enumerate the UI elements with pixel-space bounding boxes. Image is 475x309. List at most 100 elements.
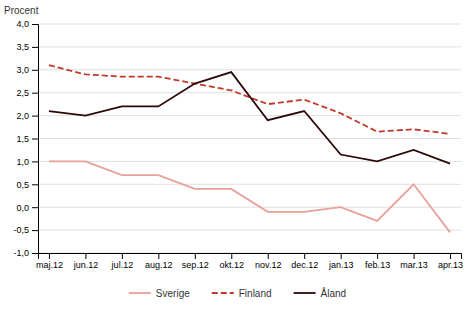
x-tick: sep.12 [182, 253, 209, 270]
chart: -1,0 -0,5 0,0 0,5 1,0 1,5 2,0 2,5 3,0 3,5 4,0 maj.1… [0, 0, 475, 309]
y-tick-label: 1,5 [16, 134, 29, 144]
x-tick: mar.13 [400, 253, 428, 270]
x-tick-label: mar.13 [400, 260, 428, 270]
y-tick-mark [32, 184, 38, 185]
grid-line [38, 230, 461, 231]
x-axis-line [39, 254, 462, 260]
x-tick: aug.12 [145, 253, 173, 270]
y-tick-label: 2,5 [16, 88, 29, 98]
x-tick-mark [341, 253, 342, 259]
x-tick-label: dec.12 [291, 260, 318, 270]
y-tick-mark [32, 93, 38, 94]
x-tick: dec.12 [291, 253, 318, 270]
y-tick-mark [32, 70, 38, 71]
lines [49, 65, 450, 232]
x-tick-label: apr.13 [438, 260, 463, 270]
y-tick: 3,5 [16, 42, 38, 52]
x-tick-mark [195, 253, 196, 259]
x-tick: jan.13 [328, 253, 354, 270]
x-tick-mark [268, 253, 269, 259]
grid [38, 24, 461, 253]
x-tick-mark [304, 253, 305, 259]
y-tick: 0,0 [16, 203, 38, 213]
x-tick-label: sep.12 [182, 260, 209, 270]
y-axis: -1,0 -0,5 0,0 0,5 1,0 1,5 2,0 2,5 3,0 3,5 4,0 [13, 19, 38, 258]
y-tick-label: 3,0 [16, 65, 29, 75]
legend-item: Sverige [129, 288, 190, 299]
x-tick-label: maj.12 [36, 260, 63, 270]
x-tick-mark [158, 253, 159, 259]
y-tick: 0,5 [16, 180, 38, 190]
y-tick-mark [32, 161, 38, 162]
x-tick-label: okt.12 [220, 260, 245, 270]
grid-line [38, 24, 461, 25]
y-tick-label: 2,0 [16, 111, 29, 121]
series-line [49, 72, 450, 164]
x-tick-mark [414, 253, 415, 259]
x-tick-mark [122, 253, 123, 259]
y-tick: 1,0 [16, 157, 38, 167]
y-axis-line [32, 25, 39, 254]
legend-item: Finland [212, 288, 272, 299]
x-tick-mark [85, 253, 86, 259]
x-tick: maj.12 [36, 253, 63, 270]
x-tick: okt.12 [220, 253, 245, 270]
y-tick: 3,0 [16, 65, 38, 75]
y-tick-mark [32, 253, 38, 254]
y-tick: 1,5 [16, 134, 38, 144]
y-tick-label: -0,5 [13, 225, 29, 235]
legend: Sverige Finland Åland [129, 287, 346, 299]
y-tick: -0,5 [13, 225, 38, 235]
x-tick-label: nov.12 [255, 260, 281, 270]
x-tick: apr.13 [438, 253, 463, 270]
legend-label: Åland [321, 287, 347, 299]
x-tick-mark [377, 253, 378, 259]
y-tick: 4,0 [16, 19, 38, 29]
x-tick-label: jan.13 [328, 260, 354, 270]
x-tick-mark [231, 253, 232, 259]
x-tick-label: aug.12 [145, 260, 173, 270]
x-tick: jul.12 [111, 253, 134, 270]
series-line [49, 65, 450, 134]
x-tick-label: jun.12 [73, 260, 99, 270]
plot: -1,0 -0,5 0,0 0,5 1,0 1,5 2,0 2,5 3,0 3,5 4,0 maj.1… [4, 5, 463, 270]
y-tick-mark [32, 47, 38, 48]
x-tick: nov.12 [255, 253, 281, 270]
y-tick-mark [32, 116, 38, 117]
y-tick-label: 1,0 [16, 157, 29, 167]
y-tick-label: -1,0 [13, 248, 29, 258]
y-tick-mark [32, 230, 38, 231]
legend-swatch [129, 292, 151, 294]
y-tick-mark [32, 207, 38, 208]
grid-line [38, 184, 461, 185]
grid-line [38, 69, 461, 70]
series-line [49, 161, 450, 232]
legend-swatch [294, 292, 316, 294]
y-tick-label: 3,5 [16, 42, 29, 52]
grid-line [38, 115, 461, 116]
x-tick-label: jul.12 [111, 260, 134, 270]
grid-line [38, 46, 461, 47]
x-tick-label: feb.13 [365, 260, 390, 270]
x-tick: jun.12 [73, 253, 99, 270]
grid-line [38, 138, 461, 139]
x-axis: maj.12 jun.12 jul.12 aug.12 sep.12 okt.12 nov.… [36, 253, 463, 270]
y-tick: -1,0 [13, 248, 38, 258]
x-tick: feb.13 [365, 253, 390, 270]
legend-swatch [212, 292, 234, 294]
legend-item: Åland [294, 287, 347, 299]
grid-line [38, 92, 461, 93]
legend-label: Finland [239, 288, 272, 299]
x-tick-mark [49, 253, 50, 259]
y-tick-mark [32, 139, 38, 140]
grid-line [38, 207, 461, 208]
y-tick-label: 0,5 [16, 180, 29, 190]
y-tick-label: 0,0 [16, 203, 29, 213]
y-tick: 2,5 [16, 88, 38, 98]
x-tick-mark [450, 253, 451, 259]
y-tick: 2,0 [16, 111, 38, 121]
y-tick-label: 4,0 [16, 19, 29, 29]
legend-label: Sverige [156, 288, 190, 299]
y-axis-title: Procent [4, 5, 39, 16]
grid-line [38, 161, 461, 162]
